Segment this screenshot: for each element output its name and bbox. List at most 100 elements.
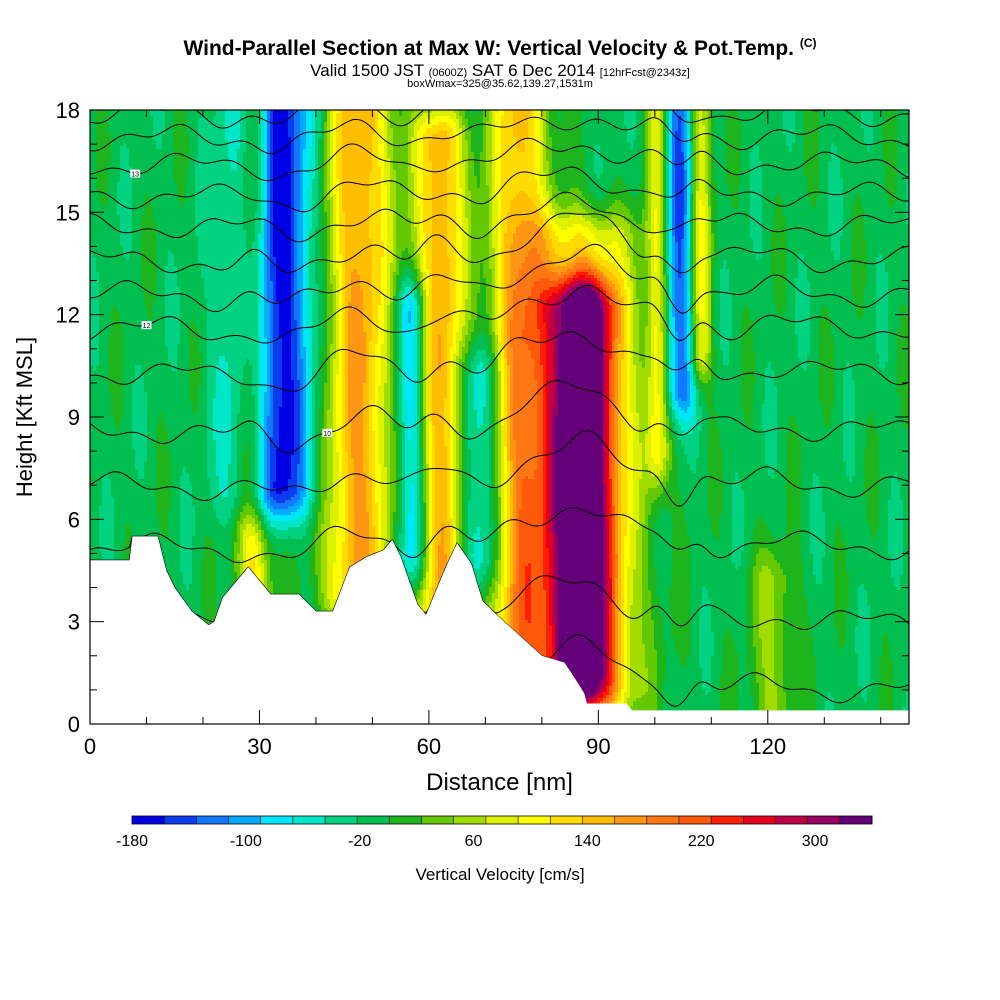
- velocity-cell: [102, 206, 106, 210]
- velocity-cell: [102, 230, 106, 234]
- velocity-cell: [105, 293, 109, 297]
- velocity-cell: [102, 317, 106, 321]
- velocity-cell: [105, 179, 109, 183]
- velocity-cell: [102, 197, 106, 201]
- velocity-cell: [99, 188, 103, 192]
- velocity-cell: [105, 149, 109, 153]
- velocity-cell: [93, 302, 97, 306]
- velocity-cell: [93, 533, 97, 537]
- velocity-cell: [96, 512, 100, 516]
- velocity-cell: [102, 305, 106, 309]
- velocity-cell: [99, 257, 103, 261]
- velocity-cell: [99, 302, 103, 306]
- velocity-cell: [99, 512, 103, 516]
- velocity-cell: [99, 296, 103, 300]
- velocity-cell: [99, 503, 103, 507]
- velocity-cell: [99, 230, 103, 234]
- velocity-cell: [102, 404, 106, 408]
- velocity-cell: [99, 239, 103, 243]
- velocity-cell: [96, 242, 100, 246]
- velocity-cell: [105, 269, 109, 273]
- velocity-cell: [93, 344, 97, 348]
- velocity-cell: [102, 296, 106, 300]
- velocity-cell: [96, 236, 100, 240]
- velocity-cell: [105, 188, 109, 192]
- velocity-cell: [93, 125, 97, 129]
- velocity-cell: [96, 224, 100, 228]
- velocity-cell: [105, 140, 109, 144]
- velocity-cell: [105, 158, 109, 162]
- velocity-cell: [93, 437, 97, 441]
- velocity-cell: [93, 488, 97, 492]
- velocity-cell: [99, 281, 103, 285]
- velocity-cell: [99, 542, 103, 546]
- velocity-cell: [102, 464, 106, 468]
- velocity-cell: [105, 257, 109, 261]
- velocity-cell: [96, 203, 100, 207]
- velocity-cell: [96, 320, 100, 324]
- velocity-cell: [93, 539, 97, 543]
- velocity-cell: [96, 173, 100, 177]
- velocity-cell: [96, 356, 100, 360]
- velocity-cell: [102, 371, 106, 375]
- velocity-cell: [102, 248, 106, 252]
- velocity-cell: [105, 347, 109, 351]
- velocity-cell: [96, 266, 100, 270]
- velocity-cell: [99, 305, 103, 309]
- velocity-cell: [102, 443, 106, 447]
- velocity-cell: [102, 446, 106, 450]
- velocity-cell: [105, 128, 109, 132]
- velocity-cell: [99, 299, 103, 303]
- velocity-cell: [102, 158, 106, 162]
- velocity-cell: [96, 287, 100, 291]
- velocity-cell: [105, 203, 109, 207]
- velocity-cell: [99, 221, 103, 225]
- velocity-cell: [99, 227, 103, 231]
- velocity-cell: [96, 200, 100, 204]
- velocity-cell: [102, 323, 106, 327]
- velocity-cell: [102, 488, 106, 492]
- velocity-cell: [102, 179, 106, 183]
- velocity-cell: [93, 323, 97, 327]
- velocity-cell: [93, 269, 97, 273]
- velocity-cell: [93, 236, 97, 240]
- velocity-cell: [93, 422, 97, 426]
- velocity-cell: [96, 167, 100, 171]
- velocity-cell: [102, 434, 106, 438]
- velocity-cell: [96, 161, 100, 165]
- velocity-cell: [93, 473, 97, 477]
- velocity-cell: [96, 533, 100, 537]
- velocity-cell: [99, 233, 103, 237]
- velocity-cell: [99, 203, 103, 207]
- velocity-cell: [96, 221, 100, 225]
- velocity-cell: [102, 341, 106, 345]
- velocity-cell: [102, 521, 106, 525]
- velocity-cell: [99, 272, 103, 276]
- velocity-cell: [99, 308, 103, 312]
- velocity-cell: [102, 449, 106, 453]
- velocity-cell: [93, 410, 97, 414]
- velocity-cell: [102, 533, 106, 537]
- velocity-cell: [96, 350, 100, 354]
- velocity-cell: [96, 389, 100, 393]
- velocity-cell: [93, 431, 97, 435]
- velocity-cell: [102, 332, 106, 336]
- velocity-cell: [96, 413, 100, 417]
- velocity-cell: [105, 245, 109, 249]
- velocity-cell: [102, 185, 106, 189]
- velocity-cell: [93, 383, 97, 387]
- velocity-cell: [105, 134, 109, 138]
- velocity-cell: [105, 113, 109, 117]
- velocity-cell: [93, 197, 97, 201]
- velocity-cell: [93, 470, 97, 474]
- velocity-cell: [99, 392, 103, 396]
- velocity-cell: [96, 419, 100, 423]
- velocity-cell: [102, 125, 106, 129]
- velocity-cell: [105, 212, 109, 216]
- velocity-cell: [93, 143, 97, 147]
- velocity-cell: [102, 140, 106, 144]
- velocity-cell: [93, 167, 97, 171]
- velocity-cell: [96, 536, 100, 540]
- velocity-cell: [93, 185, 97, 189]
- velocity-cell: [99, 389, 103, 393]
